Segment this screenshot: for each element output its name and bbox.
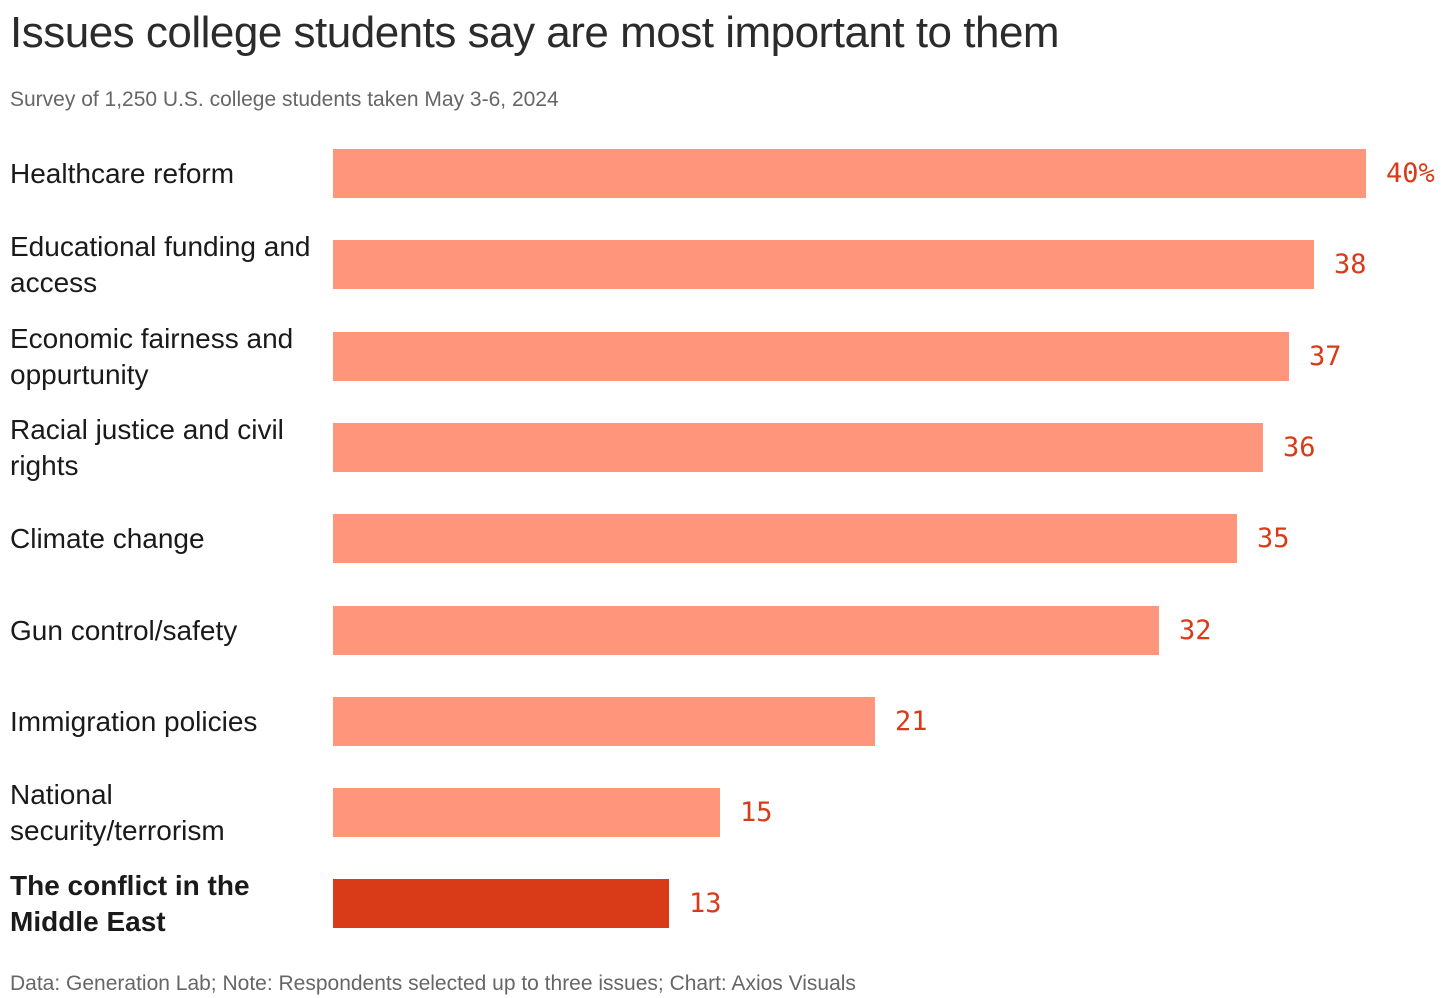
value-label: 32 — [1179, 615, 1212, 646]
category-label: Climate change — [10, 522, 205, 554]
bar — [333, 423, 1263, 472]
value-label: 21 — [895, 706, 928, 737]
bar — [333, 149, 1366, 198]
category-label: Immigration policies — [10, 705, 258, 737]
bar — [333, 514, 1237, 563]
bar — [333, 332, 1289, 381]
category-label: Healthcare reform — [10, 157, 235, 189]
bar — [333, 879, 669, 928]
chart-footer: Data: Generation Lab; Note: Respondents … — [10, 972, 856, 995]
category-label: Gun control/safety — [10, 614, 238, 646]
category-label: National security/terrorism — [10, 778, 225, 846]
chart-subtitle: Survey of 1,250 U.S. college students ta… — [10, 88, 559, 111]
category-label: Racial justice and civil rights — [10, 413, 284, 481]
category-label: Economic fairness and oppurtunity — [10, 322, 294, 390]
value-label: 40% — [1386, 158, 1435, 189]
category-label: Educational funding and access — [10, 230, 311, 298]
category-label: The conflict in the Middle East — [10, 869, 250, 937]
bar — [333, 240, 1314, 289]
chart-title: Issues college students say are most imp… — [10, 8, 1060, 57]
value-label: 38 — [1334, 249, 1367, 280]
value-label: 15 — [740, 797, 773, 828]
value-label: 36 — [1283, 432, 1316, 463]
bar — [333, 788, 720, 837]
value-label: 37 — [1309, 341, 1342, 372]
value-label: 13 — [689, 888, 722, 919]
bar — [333, 697, 875, 746]
value-label: 35 — [1257, 523, 1290, 554]
bar — [333, 606, 1159, 655]
